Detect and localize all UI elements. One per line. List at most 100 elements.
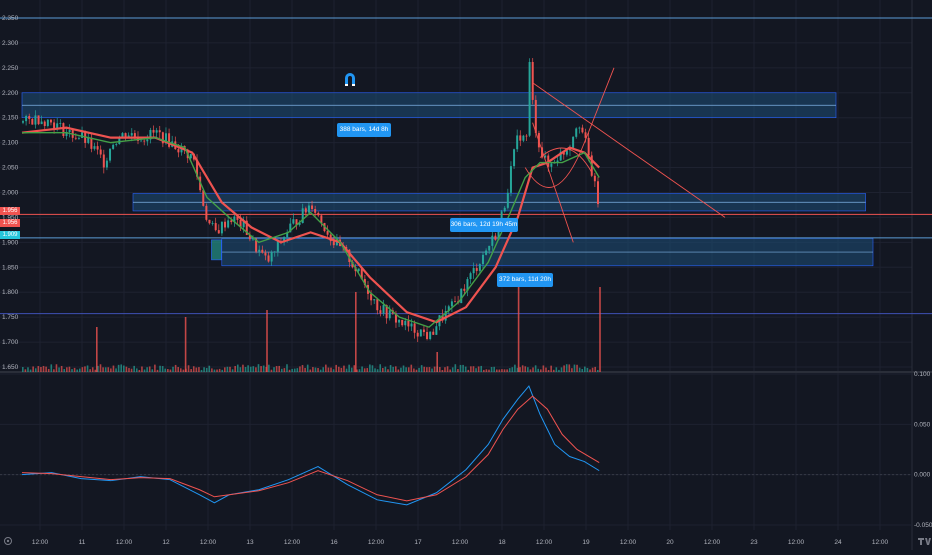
volume-bar bbox=[177, 367, 179, 372]
candle-body bbox=[491, 235, 494, 246]
magnet-icon[interactable] bbox=[345, 73, 355, 86]
candle-body bbox=[413, 323, 416, 333]
volume-bar bbox=[107, 367, 110, 372]
candle-body bbox=[572, 136, 575, 148]
volume-bar bbox=[498, 369, 501, 372]
x-tick-label: 12 bbox=[162, 539, 170, 546]
candle-body bbox=[158, 130, 161, 133]
annotation-label-3[interactable]: 372 bars, 11d 20h bbox=[497, 273, 553, 287]
volume-bar bbox=[47, 368, 50, 372]
candle-body bbox=[569, 147, 572, 151]
candle-body bbox=[224, 221, 227, 228]
volume-bar bbox=[242, 364, 244, 372]
volume-bar bbox=[159, 365, 161, 372]
candle-body bbox=[264, 252, 267, 256]
candle-body bbox=[475, 268, 478, 271]
volume-bar bbox=[226, 366, 229, 372]
volume-bar bbox=[288, 369, 291, 372]
candle-body bbox=[481, 254, 484, 265]
volume-bar bbox=[350, 367, 353, 372]
candle-body bbox=[130, 133, 133, 136]
candle-body bbox=[62, 123, 65, 137]
volume-bar bbox=[221, 369, 224, 372]
volume-bar bbox=[348, 364, 350, 372]
candle-body bbox=[43, 121, 46, 126]
volume-bar bbox=[343, 365, 345, 372]
x-tick-label: 11 bbox=[79, 539, 86, 546]
y-tick-label: 2.250 bbox=[2, 65, 19, 72]
candle-body bbox=[329, 234, 332, 242]
y-tick-label: 1.700 bbox=[2, 339, 19, 346]
volume-spike bbox=[355, 292, 357, 372]
y-tick-label: 2.350 bbox=[2, 15, 19, 22]
candle-body bbox=[258, 249, 261, 252]
candle-body bbox=[581, 127, 584, 133]
volume-bar bbox=[55, 364, 58, 372]
candle-body bbox=[544, 155, 547, 158]
volume-bar bbox=[128, 368, 130, 372]
volume-bar bbox=[410, 364, 413, 372]
candle-body bbox=[49, 119, 52, 123]
candle-body bbox=[74, 137, 77, 139]
candle-body bbox=[37, 115, 40, 125]
volume-bar bbox=[540, 369, 542, 372]
volume-bar bbox=[444, 367, 446, 372]
volume-bar bbox=[71, 369, 73, 372]
ema-fast-line bbox=[22, 131, 600, 328]
volume-bar bbox=[506, 369, 508, 372]
volume-bar bbox=[428, 367, 431, 372]
annotation-label-2[interactable]: 306 bars, 12d 19h 45m bbox=[450, 218, 518, 232]
macd-line bbox=[21, 385, 600, 506]
candle-body bbox=[99, 149, 102, 155]
volume-bar bbox=[32, 366, 34, 372]
candle-body bbox=[149, 129, 152, 140]
volume-bar bbox=[524, 366, 527, 372]
candle-body bbox=[245, 220, 248, 235]
candle-body bbox=[385, 305, 388, 319]
volume-bar bbox=[345, 368, 348, 372]
volume-bar bbox=[198, 367, 200, 372]
candle-body bbox=[494, 235, 497, 240]
axes-layer: 12:00 11 12:00 12 12:00 13 12:00 16 12:00 17 12:00… bbox=[2, 15, 932, 546]
candle-body bbox=[251, 238, 254, 240]
annotation-label-1[interactable]: 388 bars, 14d 8h bbox=[337, 123, 391, 137]
volume-bar bbox=[146, 367, 148, 372]
volume-bar bbox=[431, 368, 433, 372]
volume-bar bbox=[63, 368, 66, 372]
candle-body bbox=[84, 132, 87, 143]
candle-body bbox=[124, 133, 127, 138]
volume-bar bbox=[29, 369, 32, 372]
candle-body bbox=[376, 299, 379, 311]
candle-body bbox=[276, 241, 279, 252]
volume-bar bbox=[73, 367, 76, 372]
x-tick-label: 23 bbox=[750, 539, 758, 546]
x-tick-label: 12:00 bbox=[452, 539, 469, 546]
volume-bar bbox=[94, 369, 97, 372]
x-tick-label: 12:00 bbox=[368, 539, 385, 546]
x-tick-label: 12:00 bbox=[284, 539, 301, 546]
volume-bar bbox=[402, 365, 405, 372]
volume-bar bbox=[231, 369, 234, 372]
volume-bar bbox=[78, 368, 81, 372]
candle-body bbox=[242, 220, 245, 228]
candle-body bbox=[363, 278, 366, 286]
volume-bar bbox=[532, 367, 534, 372]
volume-bar bbox=[68, 366, 71, 372]
volume-bar bbox=[208, 365, 211, 372]
candle-body bbox=[550, 163, 553, 167]
volume-bar bbox=[400, 367, 402, 372]
volume-bar bbox=[216, 369, 218, 372]
volume-bar bbox=[275, 366, 278, 372]
volume-bar bbox=[190, 369, 192, 372]
candle-body bbox=[22, 121, 24, 123]
candle-body bbox=[379, 310, 382, 314]
candle-body bbox=[410, 323, 413, 327]
volume-bar bbox=[552, 369, 555, 372]
candle-body bbox=[295, 219, 298, 225]
trend-line-steep bbox=[532, 122, 574, 243]
candle-body bbox=[168, 133, 171, 147]
settings-icon[interactable] bbox=[4, 537, 12, 545]
